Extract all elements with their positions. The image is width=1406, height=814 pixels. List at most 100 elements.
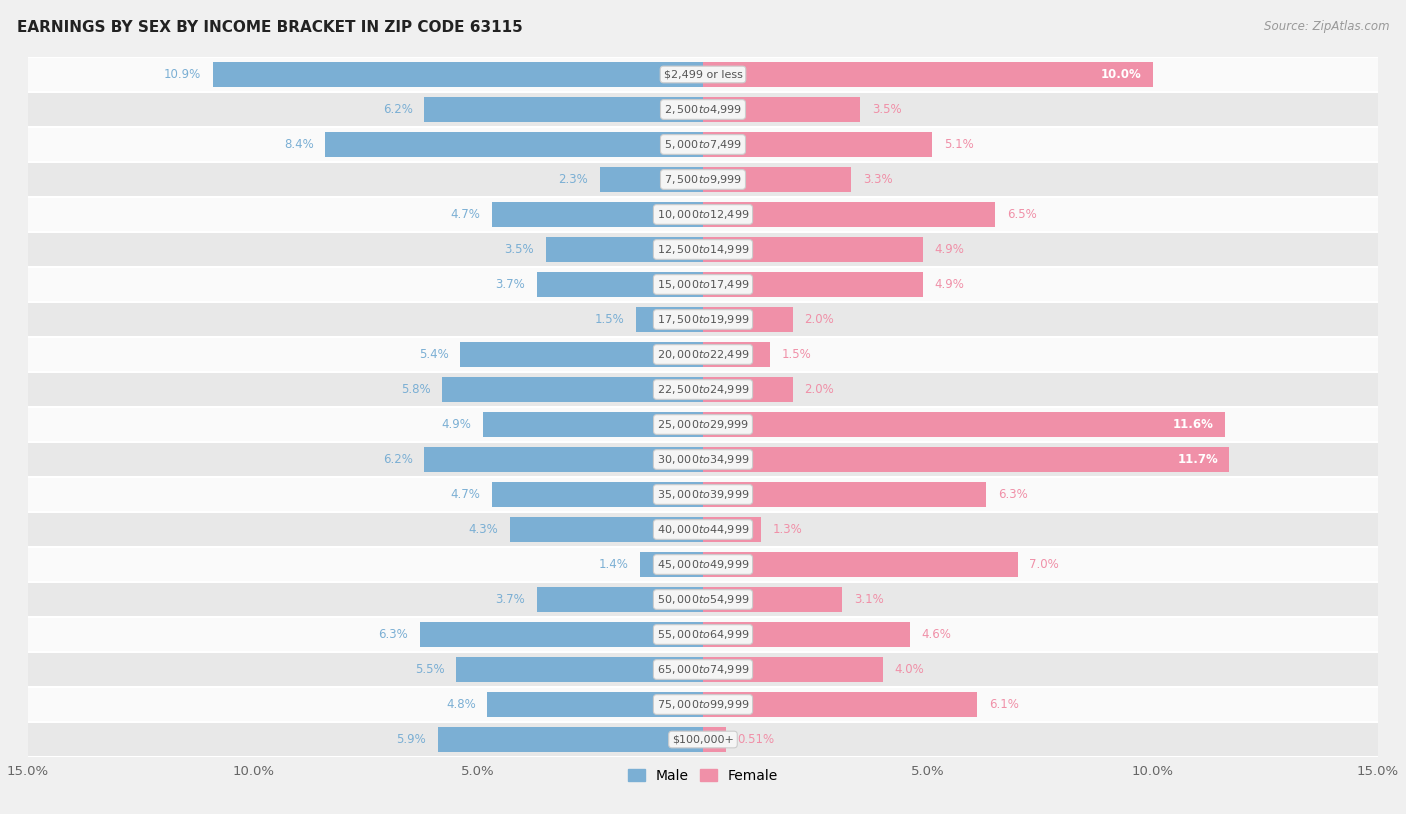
Bar xyxy=(703,307,793,332)
Text: 3.5%: 3.5% xyxy=(872,103,901,116)
Bar xyxy=(703,587,842,612)
Text: 6.3%: 6.3% xyxy=(998,488,1028,501)
Text: 4.7%: 4.7% xyxy=(450,208,481,221)
Bar xyxy=(703,167,852,192)
Text: 4.9%: 4.9% xyxy=(935,278,965,291)
Bar xyxy=(703,202,995,227)
Text: $100,000+: $100,000+ xyxy=(672,734,734,745)
Bar xyxy=(703,482,987,507)
Text: $45,000 to $49,999: $45,000 to $49,999 xyxy=(657,558,749,571)
Text: 2.0%: 2.0% xyxy=(804,383,834,396)
Bar xyxy=(456,657,703,682)
Text: 7.0%: 7.0% xyxy=(1029,558,1059,571)
Text: 4.7%: 4.7% xyxy=(450,488,481,501)
Bar xyxy=(509,517,703,542)
Bar xyxy=(640,552,703,577)
Bar xyxy=(28,337,1378,372)
Text: 1.5%: 1.5% xyxy=(595,313,624,326)
Text: 10.9%: 10.9% xyxy=(165,68,201,81)
Text: $2,499 or less: $2,499 or less xyxy=(664,69,742,80)
Bar xyxy=(28,127,1378,162)
Legend: Male, Female: Male, Female xyxy=(623,764,783,789)
Bar xyxy=(28,57,1378,92)
Text: $50,000 to $54,999: $50,000 to $54,999 xyxy=(657,593,749,606)
Text: 6.2%: 6.2% xyxy=(382,453,413,466)
Text: $17,500 to $19,999: $17,500 to $19,999 xyxy=(657,313,749,326)
Bar xyxy=(28,442,1378,477)
Bar xyxy=(703,237,924,262)
Text: 2.0%: 2.0% xyxy=(804,313,834,326)
Text: 5.8%: 5.8% xyxy=(401,383,430,396)
Text: 1.4%: 1.4% xyxy=(599,558,628,571)
Bar xyxy=(28,477,1378,512)
Bar xyxy=(419,622,703,647)
Bar xyxy=(325,132,703,157)
Bar xyxy=(28,617,1378,652)
Text: $55,000 to $64,999: $55,000 to $64,999 xyxy=(657,628,749,641)
Text: 4.0%: 4.0% xyxy=(894,663,924,676)
Text: 4.8%: 4.8% xyxy=(446,698,475,711)
Bar xyxy=(703,97,860,122)
Text: $10,000 to $12,499: $10,000 to $12,499 xyxy=(657,208,749,221)
Bar xyxy=(437,727,703,752)
Text: 11.6%: 11.6% xyxy=(1173,418,1213,431)
Bar xyxy=(703,727,725,752)
Bar xyxy=(537,272,703,297)
Bar xyxy=(482,412,703,437)
Text: $65,000 to $74,999: $65,000 to $74,999 xyxy=(657,663,749,676)
Bar xyxy=(460,342,703,367)
Text: $22,500 to $24,999: $22,500 to $24,999 xyxy=(657,383,749,396)
Bar xyxy=(28,372,1378,407)
Text: 6.2%: 6.2% xyxy=(382,103,413,116)
Text: 3.1%: 3.1% xyxy=(853,593,883,606)
Bar xyxy=(28,547,1378,582)
Bar xyxy=(28,267,1378,302)
Bar xyxy=(703,552,1018,577)
Bar xyxy=(28,302,1378,337)
Text: 5.5%: 5.5% xyxy=(415,663,444,676)
Text: $15,000 to $17,499: $15,000 to $17,499 xyxy=(657,278,749,291)
Text: $2,500 to $4,999: $2,500 to $4,999 xyxy=(664,103,742,116)
Bar xyxy=(703,377,793,402)
Bar xyxy=(703,622,910,647)
Bar xyxy=(703,517,762,542)
Bar xyxy=(492,202,703,227)
Bar xyxy=(486,692,703,717)
Text: 6.1%: 6.1% xyxy=(988,698,1018,711)
Bar xyxy=(212,62,703,87)
Text: $12,500 to $14,999: $12,500 to $14,999 xyxy=(657,243,749,256)
Text: 0.51%: 0.51% xyxy=(737,733,775,746)
Bar xyxy=(28,232,1378,267)
Bar xyxy=(703,657,883,682)
Bar xyxy=(703,272,924,297)
Bar xyxy=(703,692,977,717)
Text: 3.5%: 3.5% xyxy=(505,243,534,256)
Bar xyxy=(703,447,1229,472)
Text: $30,000 to $34,999: $30,000 to $34,999 xyxy=(657,453,749,466)
Text: 10.0%: 10.0% xyxy=(1101,68,1142,81)
Text: 5.1%: 5.1% xyxy=(943,138,973,151)
Bar xyxy=(441,377,703,402)
Text: 6.5%: 6.5% xyxy=(1007,208,1036,221)
Text: $7,500 to $9,999: $7,500 to $9,999 xyxy=(664,173,742,186)
Text: 4.9%: 4.9% xyxy=(935,243,965,256)
Bar xyxy=(537,587,703,612)
Text: $35,000 to $39,999: $35,000 to $39,999 xyxy=(657,488,749,501)
Text: 1.3%: 1.3% xyxy=(773,523,803,536)
Text: 3.3%: 3.3% xyxy=(863,173,893,186)
Bar xyxy=(28,407,1378,442)
Text: 4.3%: 4.3% xyxy=(468,523,498,536)
Text: 4.6%: 4.6% xyxy=(921,628,950,641)
Text: 5.4%: 5.4% xyxy=(419,348,449,361)
Bar xyxy=(703,62,1153,87)
Text: $20,000 to $22,499: $20,000 to $22,499 xyxy=(657,348,749,361)
Bar xyxy=(703,342,770,367)
Bar xyxy=(599,167,703,192)
Text: 8.4%: 8.4% xyxy=(284,138,314,151)
Text: 1.5%: 1.5% xyxy=(782,348,811,361)
Text: 2.3%: 2.3% xyxy=(558,173,588,186)
Text: 3.7%: 3.7% xyxy=(495,278,526,291)
Bar xyxy=(425,97,703,122)
Bar xyxy=(703,132,932,157)
Text: 4.9%: 4.9% xyxy=(441,418,471,431)
